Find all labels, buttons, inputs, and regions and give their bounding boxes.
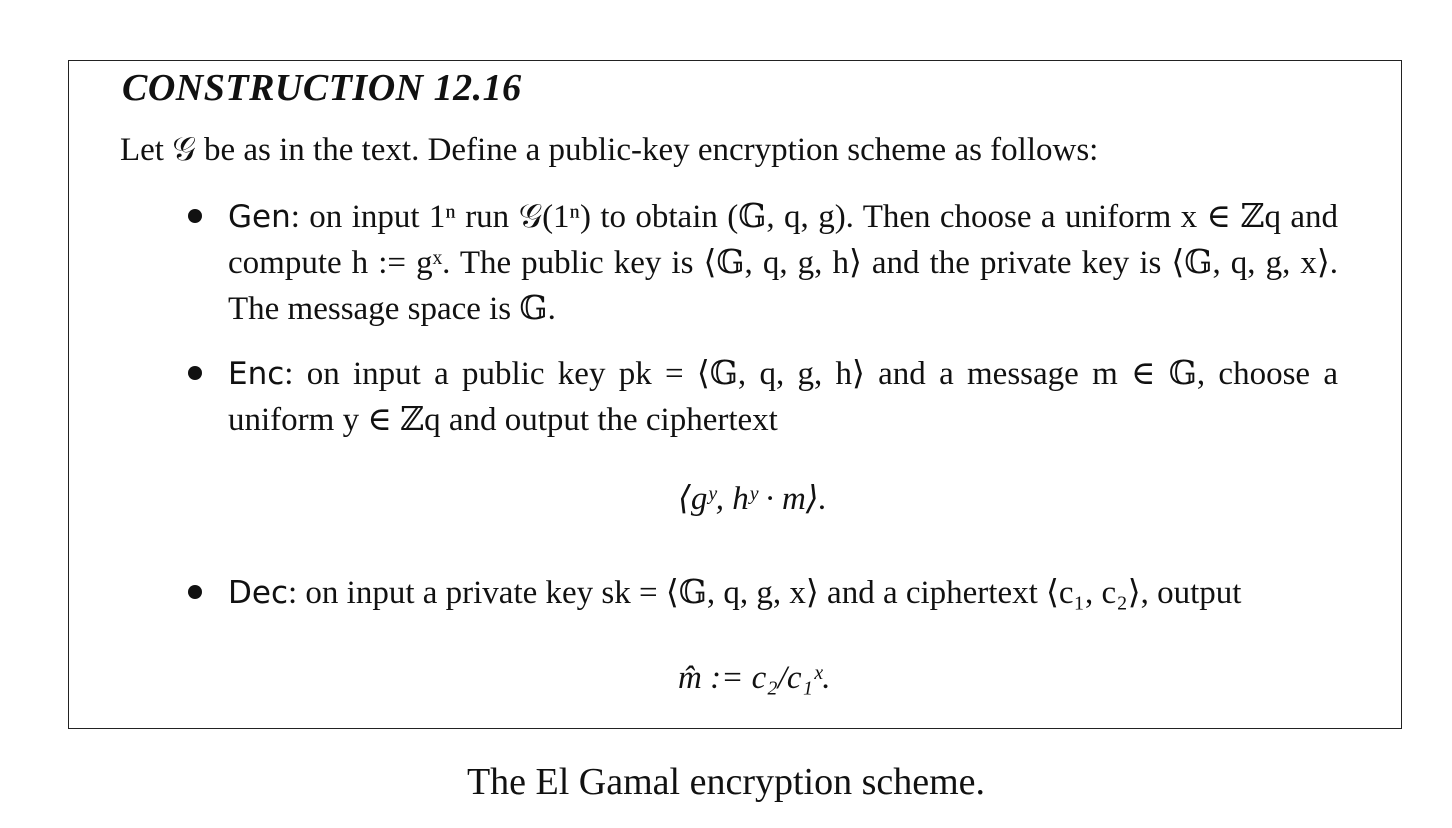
gen-keyword: Gen [228,199,291,235]
dec-text: : on input a private key sk = ⟨𝔾, q, g, … [288,575,1242,611]
construction-intro: Let 𝒢 be as in the text. Define a public… [120,132,1099,168]
construction-box [68,60,1402,729]
gen-item: Gen: on input 1ⁿ run 𝒢(1ⁿ) to obtain (𝔾,… [228,194,1338,332]
gen-text: : on input 1ⁿ run 𝒢(1ⁿ) to obtain (𝔾, q,… [228,199,1338,327]
enc-text: : on input a public key pk = ⟨𝔾, q, g, h… [228,356,1338,438]
enc-keyword: Enc [228,356,285,392]
bullet-icon [188,366,202,380]
dec-output-formula: m̂ := c₂/c₁ˣ. [678,660,831,696]
enc-ciphertext-formula: ⟨gʸ, hʸ · m⟩. [678,481,827,517]
dec-keyword: Dec [228,575,288,611]
dec-item: Dec: on input a private key sk = ⟨𝔾, q, … [228,570,1338,616]
bullet-icon [188,209,202,223]
construction-title: CONSTRUCTION 12.16 [122,67,522,109]
bullet-icon [188,585,202,599]
figure-caption: The El Gamal encryption scheme. [466,761,986,803]
enc-item: Enc: on input a public key pk = ⟨𝔾, q, g… [228,351,1338,443]
